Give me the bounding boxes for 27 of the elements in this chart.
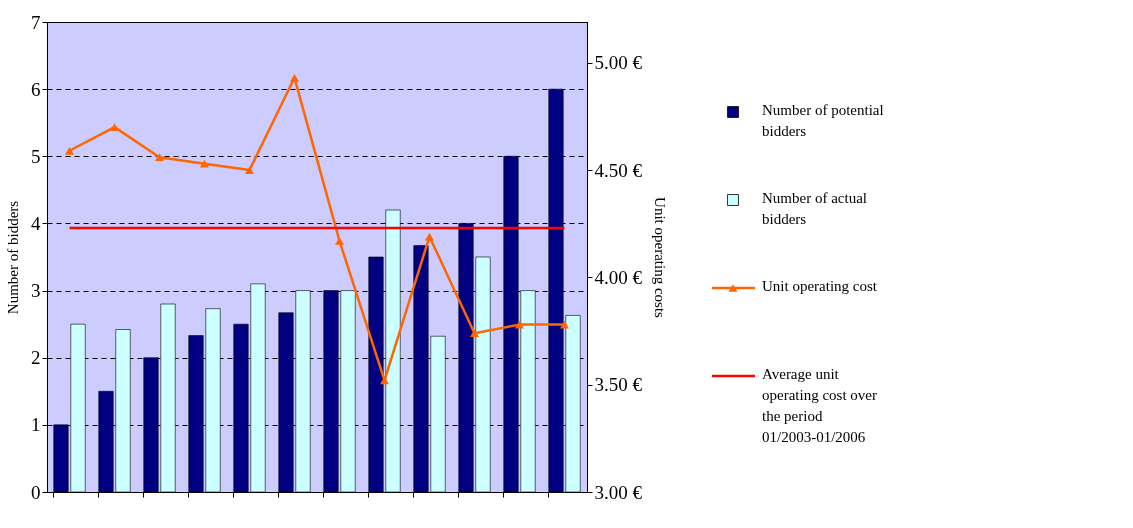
legend-label: Average unit operating cost over the period 01/2003-01/2006 [762, 366, 877, 445]
y2-tick-label: 3.50 € [594, 374, 643, 396]
point [290, 73, 299, 82]
point [335, 237, 344, 245]
point [65, 146, 74, 155]
point [110, 123, 119, 132]
y-tick-label: 4 [31, 212, 41, 234]
y-axis-title: Number of bidders [5, 200, 21, 315]
legend-label: Unit operating cost [762, 278, 878, 294]
point [155, 153, 164, 162]
y-tick-label: 6 [31, 78, 41, 100]
y2-axis-title: Unit operating costs [652, 197, 668, 319]
y2-tick-label: 3.00 € [594, 481, 643, 503]
y-tick-label: 5 [31, 145, 41, 167]
point [470, 329, 479, 338]
legend-label: Number of actual bidders [762, 190, 867, 227]
y2-tick-label: 4.00 € [594, 266, 643, 288]
legend-label: Number of potential bidders [762, 102, 884, 139]
y-tick-label: 2 [31, 347, 41, 369]
y2-tick-label: 5.00 € [594, 52, 643, 74]
y-tick-label: 7 [31, 11, 41, 33]
point [245, 166, 254, 174]
y2-tick-label: 4.50 € [594, 159, 643, 181]
point [200, 159, 209, 168]
y-tick-label: 3 [31, 280, 41, 302]
y-tick-label: 0 [31, 481, 41, 503]
y-tick-label: 1 [31, 414, 41, 436]
